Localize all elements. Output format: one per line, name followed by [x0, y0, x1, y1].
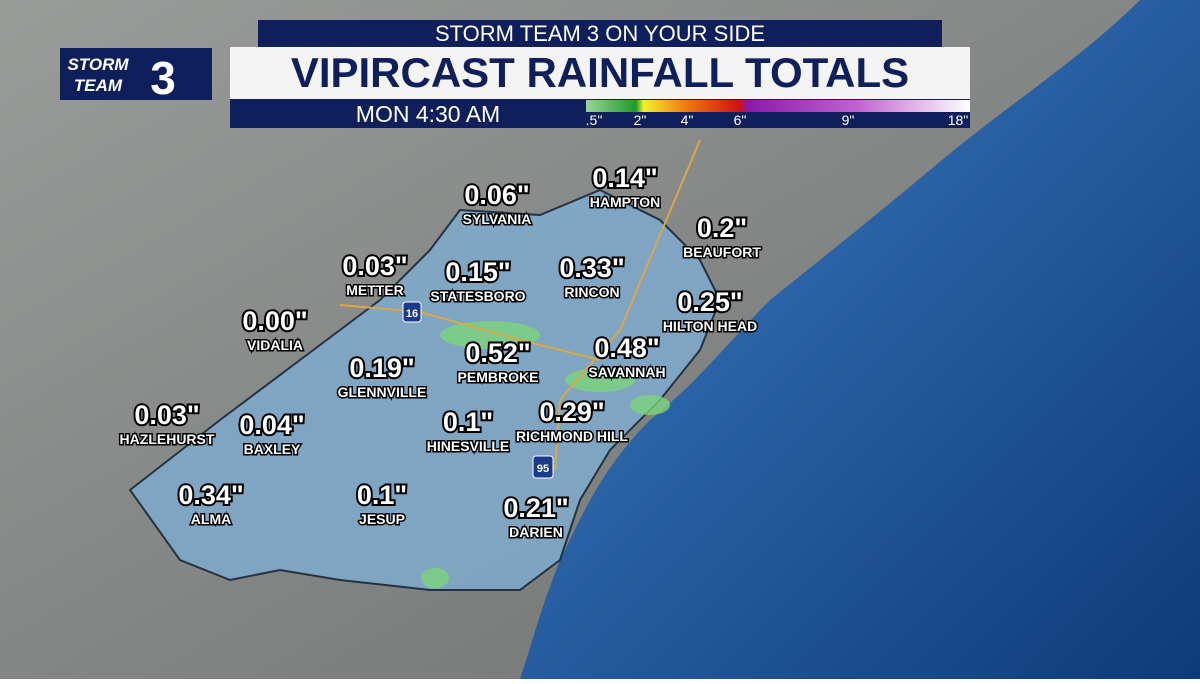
rainfall-value: 0.06"	[464, 180, 529, 210]
highway-number: 16	[406, 308, 418, 320]
rainfall-value: 0.48"	[594, 333, 659, 363]
logo-text: TEAM	[74, 76, 123, 95]
rainfall-value: 0.1"	[357, 480, 407, 510]
logo	[60, 48, 212, 100]
rainfall-value: 0.03"	[342, 251, 407, 281]
rainfall-value: 0.03"	[134, 400, 199, 430]
legend-scale	[586, 100, 970, 112]
legend-label: 9"	[842, 112, 855, 128]
location-name: DARIEN	[509, 524, 563, 540]
rainfall-value: 0.14"	[592, 163, 657, 193]
time: MON 4:30 AM	[356, 101, 500, 127]
rainfall-value: 0.19"	[349, 353, 414, 383]
location-name: HAZLEHURST	[120, 431, 215, 447]
legend-label: 6"	[734, 112, 747, 128]
kicker: STORM TEAM 3 ON YOUR SIDE	[435, 21, 765, 46]
rainfall-value: 0.1"	[443, 407, 493, 437]
kicker-bar	[258, 20, 942, 47]
rainfall-value: 0.00"	[242, 306, 307, 336]
rain-area	[421, 568, 449, 588]
logo-text: STORM	[67, 55, 129, 74]
title: VIPIRCAST RAINFALL TOTALS	[291, 49, 909, 96]
rainfall-value: 0.29"	[539, 397, 604, 427]
highway-shield	[532, 455, 554, 479]
rainfall-value: 0.21"	[503, 493, 568, 523]
location-name: RINCON	[564, 284, 619, 300]
location-name: SAVANNAH	[588, 364, 665, 380]
logo-number: 3	[150, 52, 176, 104]
rainfall-value: 0.2"	[697, 213, 747, 243]
location-name: BEAUFORT	[683, 244, 761, 260]
highway-shield	[402, 301, 422, 323]
location-labels: 0.06"SYLVANIA 0.14"HAMPTON 0.2"BEAUFORT 0.0…	[118, 161, 763, 542]
ocean	[520, 0, 1200, 679]
rain-area	[440, 321, 540, 349]
location-name: STATESBORO	[430, 288, 525, 304]
location-name: BAXLEY	[244, 441, 301, 457]
rainfall-value: 0.52"	[465, 338, 530, 368]
location-name: RICHMOND HILL	[516, 428, 628, 444]
location-name: ALMA	[191, 511, 231, 527]
location-name: SYLVANIA	[463, 211, 532, 227]
location-name: HAMPTON	[590, 194, 661, 210]
rainfall-value: 0.25"	[677, 287, 742, 317]
title-bar	[230, 47, 970, 99]
location-name: HINESVILLE	[427, 438, 509, 454]
rainfall-value: 0.04"	[239, 410, 304, 440]
legend-label: 4"	[681, 112, 694, 128]
legend-label: 18"	[948, 112, 969, 128]
location-name: METTER	[346, 282, 404, 298]
legend: .5" 2" 4" 6" 9" 18"	[586, 112, 969, 128]
forecast-region	[128, 188, 722, 591]
rainfall-value: 0.34"	[178, 480, 243, 510]
location-name: HILTON HEAD	[663, 318, 757, 334]
location-name: JESUP	[359, 511, 405, 527]
rainfall-value: 0.33"	[559, 253, 624, 283]
highway	[339, 139, 701, 471]
rain-area	[630, 395, 670, 415]
highway-number: 95	[537, 463, 549, 475]
location-name: VIDALIA	[247, 337, 303, 353]
legend-label: .5"	[586, 112, 603, 128]
legend-label: 2"	[634, 112, 647, 128]
rainfall-value: 0.15"	[445, 257, 510, 287]
location-name: PEMBROKE	[458, 369, 539, 385]
location-name: GLENNVILLE	[338, 384, 427, 400]
